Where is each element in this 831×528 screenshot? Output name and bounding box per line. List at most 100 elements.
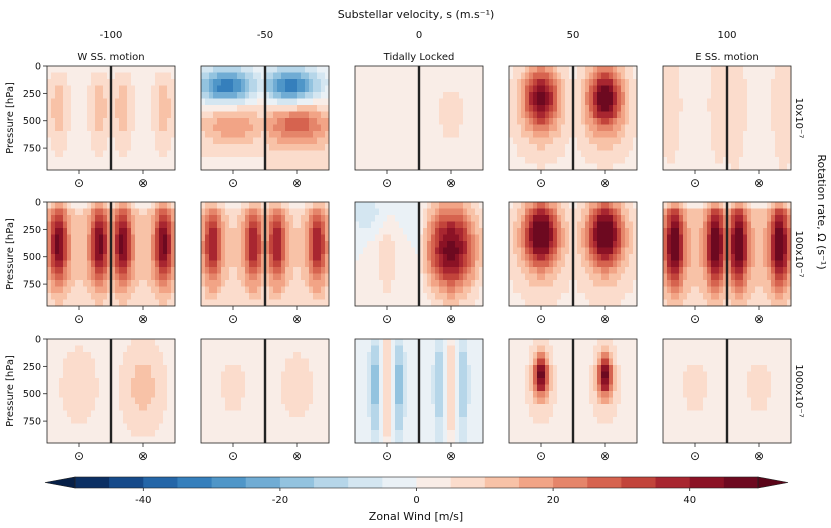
wind-cell [431,144,436,151]
wind-cell [309,150,314,158]
x-tick-label: ⊙ [536,176,546,190]
wind-cell [245,118,250,125]
wind-cell [155,215,160,222]
wind-cell [127,137,132,145]
wind-cell [213,254,218,261]
wind-cell [545,267,550,274]
wind-cell [521,299,526,307]
wind-cell [427,144,432,151]
wind-cell [581,66,586,73]
wind-cell [325,247,330,255]
wind-cell [633,85,638,93]
wind-cell [621,105,626,112]
panel: ⊙ ⊗ [508,65,638,190]
wind-cell [451,247,456,255]
wind-cell [115,72,120,80]
wind-cell [241,118,246,125]
panel: ⊙ ⊗ [200,201,330,326]
wind-cell [625,286,630,294]
wind-cell [281,228,286,235]
wind-cell [609,157,614,164]
wind-cell [625,124,630,132]
wind-cell [213,221,218,229]
wind-cell [269,234,274,242]
wind-cell [399,144,404,151]
wind-cell [759,72,764,80]
wind-cell [671,221,676,229]
wind-cell [371,150,376,158]
wind-cell [731,92,736,99]
wind-cell [739,163,744,171]
wind-cell [581,79,586,86]
wind-cell [403,228,408,235]
wind-cell [735,137,740,145]
wind-cell [573,85,578,93]
wind-cell [151,208,156,216]
wind-cell [147,273,152,281]
wind-cell [387,131,392,138]
wind-cell [755,157,760,164]
wind-cell [427,280,432,287]
wind-cell [103,163,108,171]
wind-cell [775,79,780,86]
wind-cell [407,72,412,80]
wind-cell [569,202,574,209]
wind-cell [671,157,676,164]
wind-cell [687,241,692,248]
wind-cell [67,247,72,255]
wind-cell [325,118,330,125]
wind-cell [561,247,566,255]
wind-cell [521,286,526,294]
wind-cell [605,131,610,138]
wind-cell [383,157,388,164]
wind-cell [589,157,594,164]
wind-cell [529,105,534,112]
wind-cell [529,79,534,86]
wind-cell [151,234,156,242]
wind-cell [261,144,266,151]
wind-cell [537,254,542,261]
wind-cell [47,85,52,93]
wind-cell [423,150,428,158]
wind-cell [723,98,728,106]
wind-cell [225,260,230,268]
wind-cell [103,299,108,307]
wind-cell [399,137,404,145]
wind-cell [205,137,210,145]
wind-cell [569,157,574,164]
wind-cell [241,144,246,151]
wind-cell [103,208,108,216]
wind-cell [585,260,590,268]
wind-cell [719,273,724,281]
wind-cell [663,144,668,151]
wind-cell [783,111,788,119]
wind-cell [589,254,594,261]
wind-cell [565,267,570,274]
wind-cell [471,221,476,229]
wind-cell [415,234,420,242]
wind-cell [561,280,566,287]
wind-cell [783,98,788,106]
wind-cell [363,163,368,171]
wind-cell [95,208,100,216]
wind-cell [601,299,606,307]
wind-cell [683,118,688,125]
wind-cell [139,144,144,151]
wind-cell [707,299,712,307]
wind-cell [521,105,526,112]
wind-cell [237,118,242,125]
wind-cell [759,85,764,93]
wind-cell [147,254,152,261]
wind-cell [317,202,322,209]
wind-cell [379,72,384,80]
wind-cell [269,293,274,300]
wind-cell [139,299,144,307]
wind-cell [525,228,530,235]
wind-cell [439,247,444,255]
wind-cell [309,299,314,307]
wind-cell [747,79,752,86]
wind-cell [759,66,764,73]
wind-cell [119,234,124,242]
wind-cell [249,66,254,73]
wind-cell [95,72,100,80]
